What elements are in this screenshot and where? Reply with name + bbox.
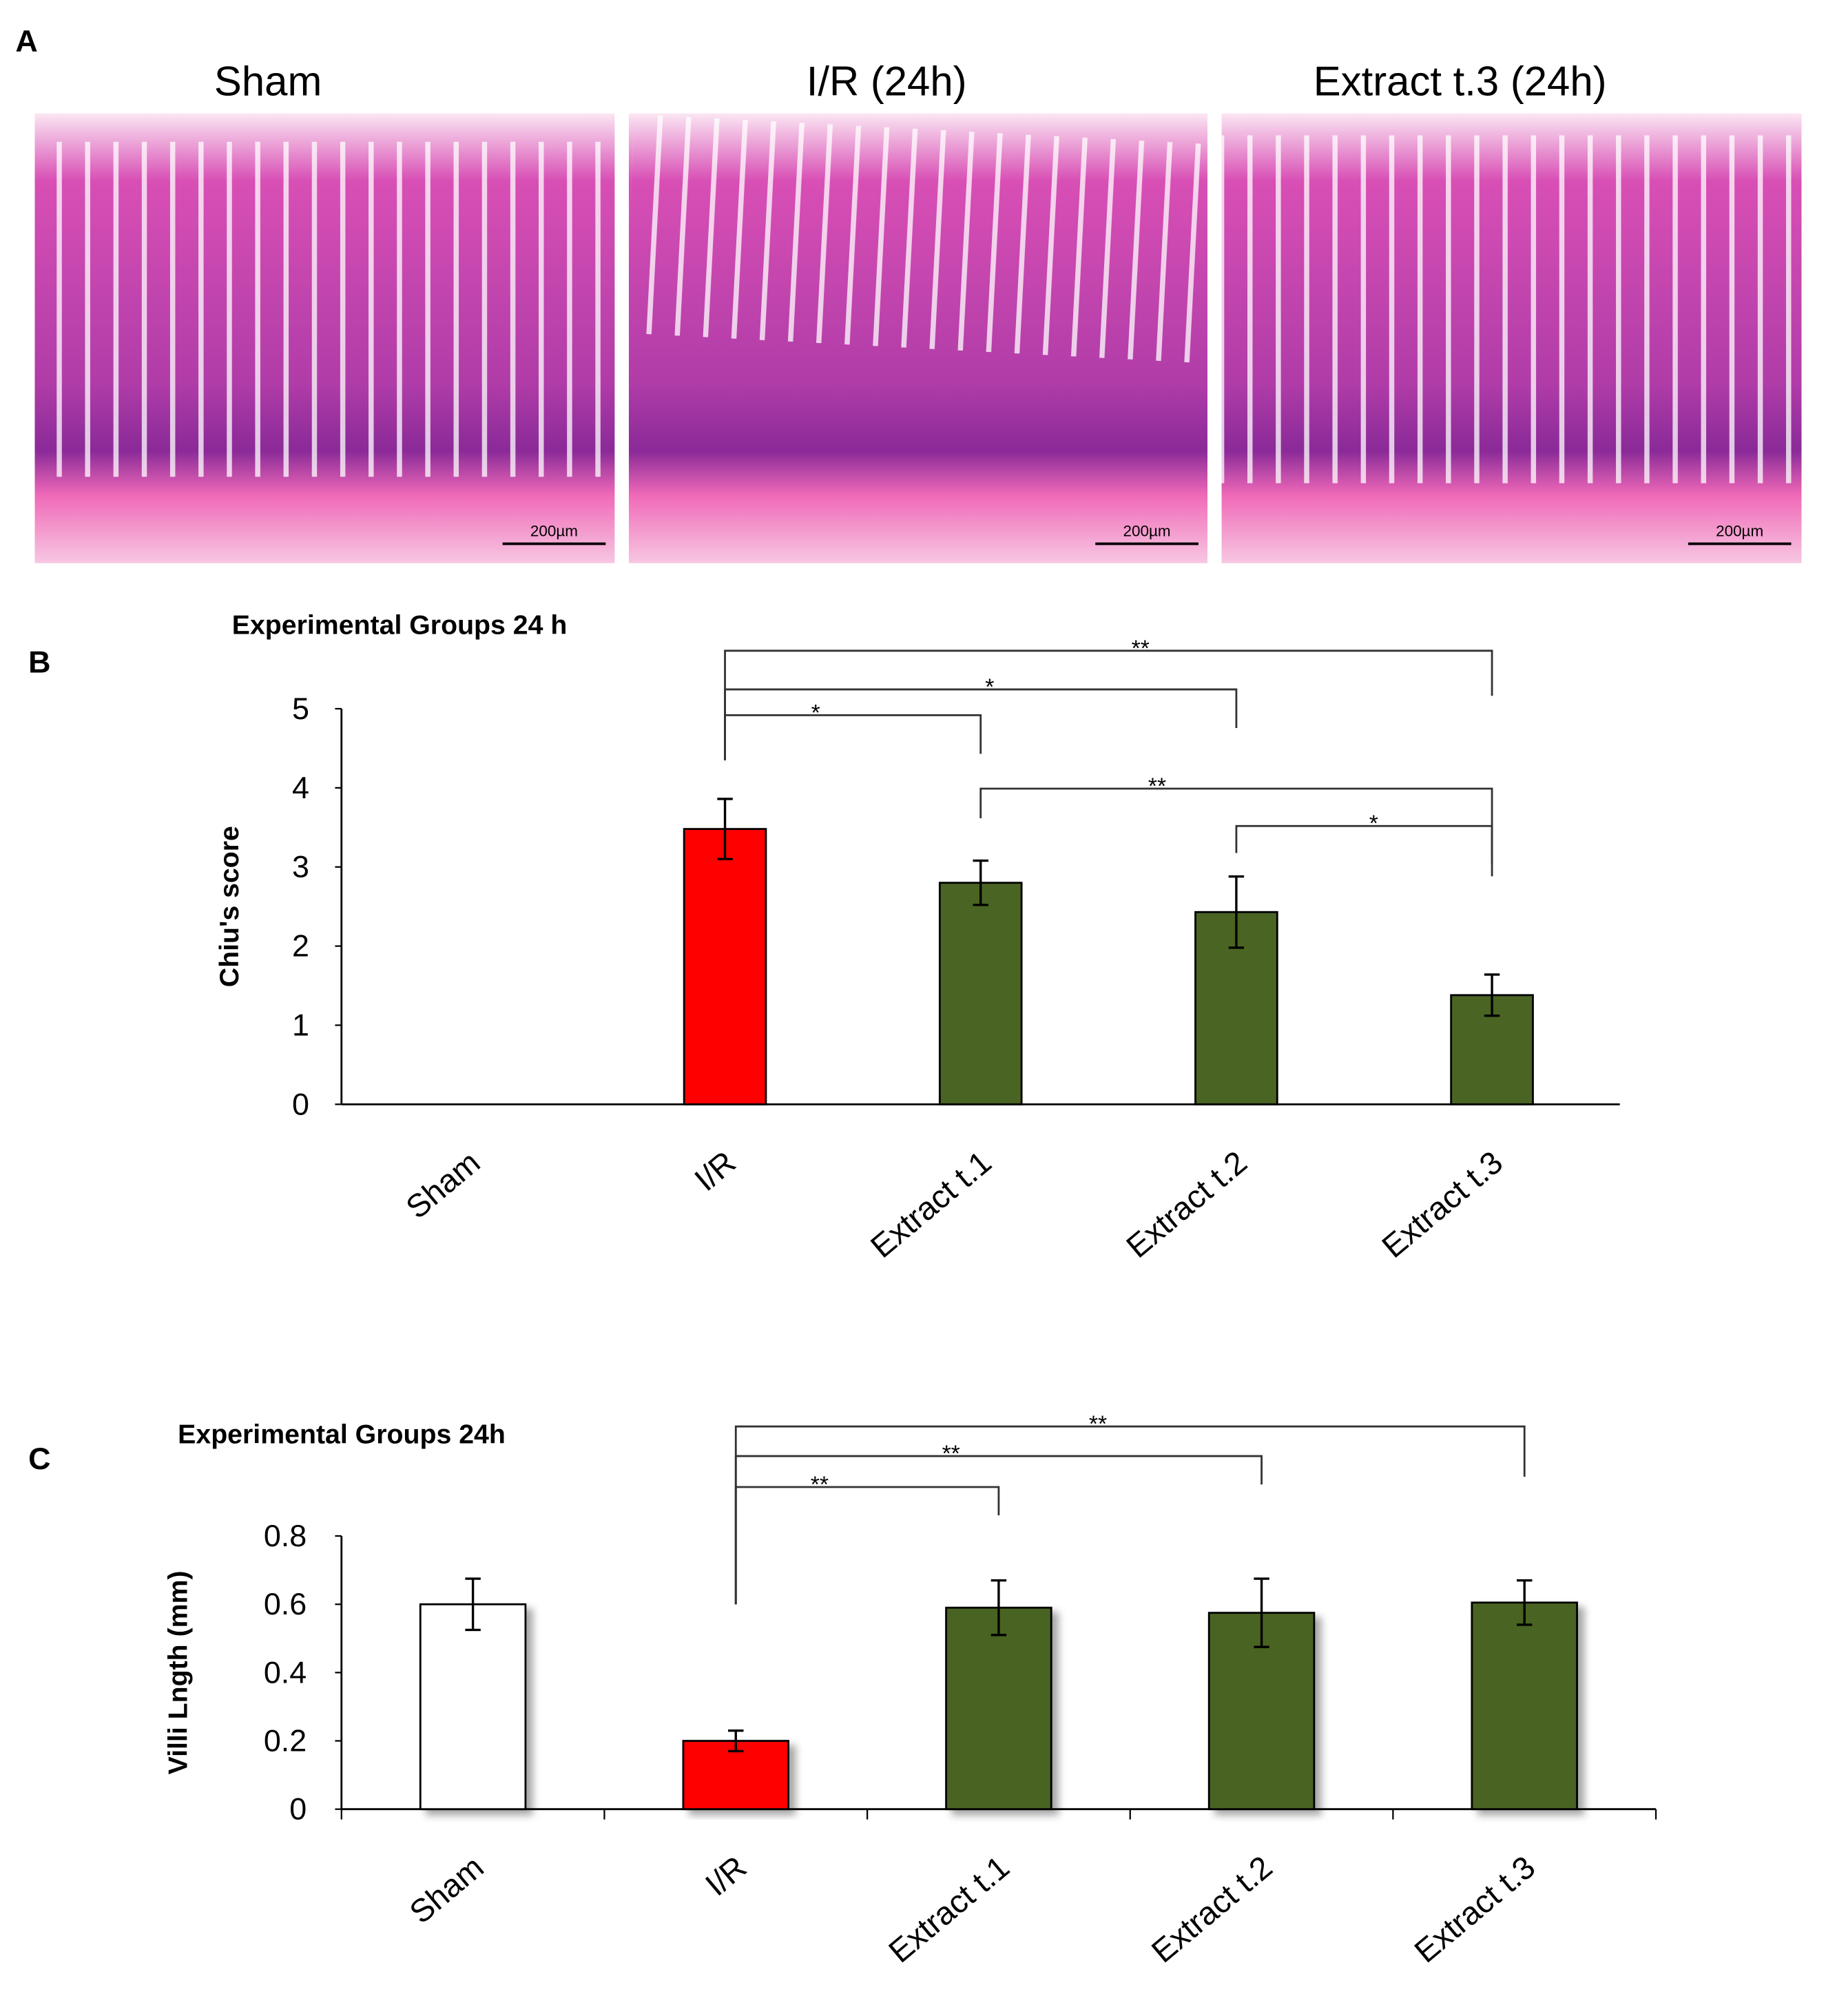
scale-label: 200µm xyxy=(1123,522,1171,539)
bar xyxy=(419,1603,527,1811)
y-tick-label: 0 xyxy=(292,1086,309,1121)
x-tick-label: Extract t.1 xyxy=(882,1849,1016,1969)
y-tick-label: 0 xyxy=(289,1791,307,1827)
error-bar xyxy=(465,1577,481,1632)
micrograph xyxy=(34,113,615,563)
y-tick-label: 4 xyxy=(292,770,309,805)
error-bar xyxy=(1484,973,1500,1017)
y-axis-label: Villi Lngth (mm) xyxy=(163,1570,193,1774)
x-tick-label: Sham xyxy=(403,1849,490,1930)
panel-title: Extract t.3 (24h) xyxy=(1314,58,1607,104)
error-bar xyxy=(1228,875,1245,949)
x-tick-label: Extract t.1 xyxy=(864,1144,998,1265)
x-tick-label: I/R xyxy=(698,1849,753,1902)
panel-label: B xyxy=(28,645,50,680)
panel-label: A xyxy=(15,23,37,59)
panel-title: Sham xyxy=(214,58,322,104)
significance-label: * xyxy=(1369,811,1378,837)
error-bar xyxy=(717,798,733,860)
chart-title: Experimental Groups 24h xyxy=(178,1419,506,1449)
significance-label: ** xyxy=(811,1472,829,1497)
y-tick-label: 0.6 xyxy=(264,1586,307,1621)
x-tick-label: I/R xyxy=(687,1144,742,1198)
x-tick-label: Extract t.3 xyxy=(1376,1144,1510,1265)
y-tick-label: 0.8 xyxy=(264,1518,307,1553)
significance-label: ** xyxy=(942,1442,960,1467)
x-tick-label: Extract t.2 xyxy=(1145,1849,1279,1969)
panel-label: C xyxy=(28,1441,50,1476)
y-tick-label: 0.4 xyxy=(264,1654,307,1690)
scale-label: 200µm xyxy=(1716,522,1763,539)
y-tick-label: 3 xyxy=(292,849,309,884)
bar xyxy=(683,828,767,1105)
chart-title: Experimental Groups 24 h xyxy=(232,610,568,640)
significance-bracket xyxy=(724,714,982,760)
x-tick-label: Sham xyxy=(399,1144,486,1225)
significance-bracket xyxy=(1235,824,1493,877)
error-bar xyxy=(1254,1577,1269,1648)
x-tick-label: Extract t.2 xyxy=(1119,1144,1254,1265)
micrograph xyxy=(1221,113,1802,563)
y-tick-label: 1 xyxy=(292,1007,309,1042)
significance-label: ** xyxy=(1148,773,1166,799)
error-bar xyxy=(990,1579,1007,1636)
error-bar xyxy=(1516,1579,1533,1626)
bar xyxy=(938,882,1023,1105)
significance-label: * xyxy=(985,674,994,700)
bar xyxy=(945,1606,1052,1811)
significance-bracket xyxy=(724,650,1493,760)
significance-bracket xyxy=(734,1425,1526,1605)
y-axis-label: Chiu's score xyxy=(214,826,245,987)
y-tick-label: 2 xyxy=(292,928,309,964)
error-bar xyxy=(728,1729,744,1753)
significance-label: * xyxy=(811,700,820,726)
bar xyxy=(1471,1601,1578,1811)
micrograph xyxy=(623,113,1213,563)
significance-label: ** xyxy=(1089,1412,1107,1437)
significance-bracket xyxy=(734,1486,1000,1605)
significance-label: ** xyxy=(1132,636,1150,661)
panel-title: I/R (24h) xyxy=(807,58,967,104)
scale-label: 200µm xyxy=(530,522,578,539)
error-bar xyxy=(973,859,988,906)
x-tick-label: Extract t.3 xyxy=(1408,1849,1542,1969)
y-tick-label: 5 xyxy=(292,691,309,726)
y-tick-label: 0.2 xyxy=(264,1723,307,1758)
